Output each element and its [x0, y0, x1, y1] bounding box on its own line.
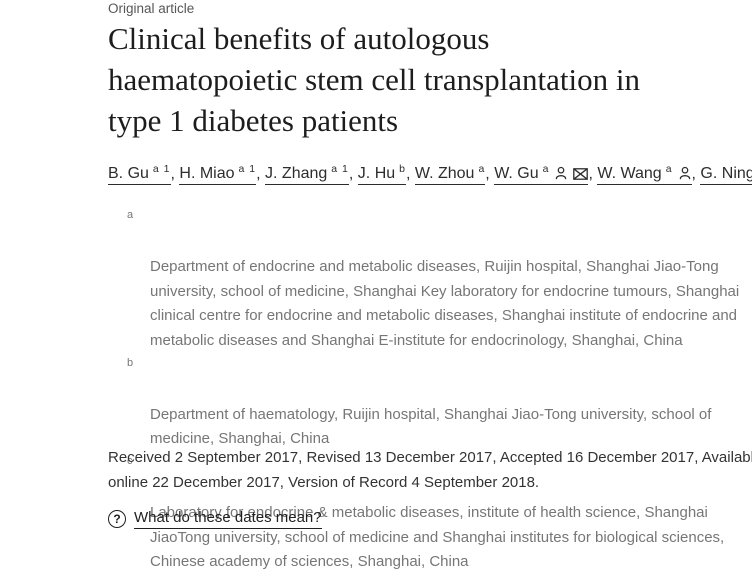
article-header-page: { "article": { "eyebrow": "Original arti… [108, 1, 752, 571]
author: J. Hu b [357, 163, 406, 186]
author-list: B. Gu a 1, H. Miao a 1, J. Zhang a 1, J. Hu… [108, 157, 752, 186]
author-link-w-wang[interactable]: W. Wang a [597, 163, 692, 186]
author: J. Zhang a 1 [265, 163, 349, 186]
author: W. Gu a [494, 163, 589, 186]
article-title: Clinical benefits of autologous haematop… [108, 21, 640, 138]
person-icon [679, 167, 690, 180]
author-affiliation-sup: a [542, 163, 550, 175]
author-separator: , [588, 165, 598, 183]
author-name: W. Wang [597, 165, 662, 183]
author-affiliation-sup: a [478, 163, 486, 175]
author-name: G. Ning [700, 165, 752, 183]
author-name: J. Hu [357, 165, 396, 183]
author-link-h-miao[interactable]: H. Miao a 1 [179, 163, 257, 186]
author-name: J. Zhang [265, 165, 328, 183]
author-link-w-gu[interactable]: W. Gu a [494, 163, 589, 186]
author-separator: , [405, 165, 415, 183]
author-separator: , [256, 165, 266, 183]
author-affiliation-sup: a 1 [238, 163, 257, 175]
author-link-b-gu[interactable]: B. Gu a 1 [108, 163, 171, 186]
affiliation-text: Department of endocrine and metabolic di… [150, 258, 740, 349]
author: H. Miao a 1 [179, 163, 257, 186]
affiliation-label: b [127, 356, 134, 369]
author-name: H. Miao [179, 165, 235, 183]
article-type-label: Original article [108, 1, 195, 16]
question-circle-icon: ? [108, 510, 126, 528]
dates-help-link: What do these dates mean? [134, 509, 322, 529]
affiliation-b: b Department of haematology, Ruijin hosp… [108, 354, 752, 452]
affiliation-a: a Department of endocrine and metabolic … [108, 206, 752, 354]
author-separator: , [348, 165, 358, 183]
author-link-j-hu[interactable]: J. Hu b [357, 163, 406, 186]
author-separator: , [691, 165, 701, 183]
author: W. Zhou a [414, 163, 486, 186]
affiliation-label: c [127, 454, 133, 467]
envelope-icon [573, 168, 589, 181]
author-link-w-zhou[interactable]: W. Zhou a [414, 163, 486, 186]
affiliation-text: Department of haematology, Ruijin hospit… [150, 405, 712, 448]
author-affiliation-sup: b [399, 163, 406, 175]
person-icon [556, 167, 567, 180]
author-link-j-zhang[interactable]: J. Zhang a 1 [265, 163, 349, 186]
author-name: W. Gu [494, 165, 539, 183]
dates-help-button[interactable]: ? What do these dates mean? [108, 509, 322, 529]
author-separator: , [485, 165, 495, 183]
author: W. Wang a [597, 163, 692, 186]
author: B. Gu a 1 [108, 163, 171, 186]
author-affiliation-sup: a 1 [331, 163, 349, 175]
article-dates: Received 2 September 2017, Revised 13 De… [108, 449, 752, 491]
affiliation-label: a [127, 209, 134, 221]
author-separator: , [170, 165, 180, 183]
author-affiliation-sup: a [665, 163, 673, 175]
author-name: B. Gu [108, 165, 149, 183]
author-affiliation-sup: a 1 [152, 163, 171, 175]
author-name: W. Zhou [414, 165, 475, 183]
